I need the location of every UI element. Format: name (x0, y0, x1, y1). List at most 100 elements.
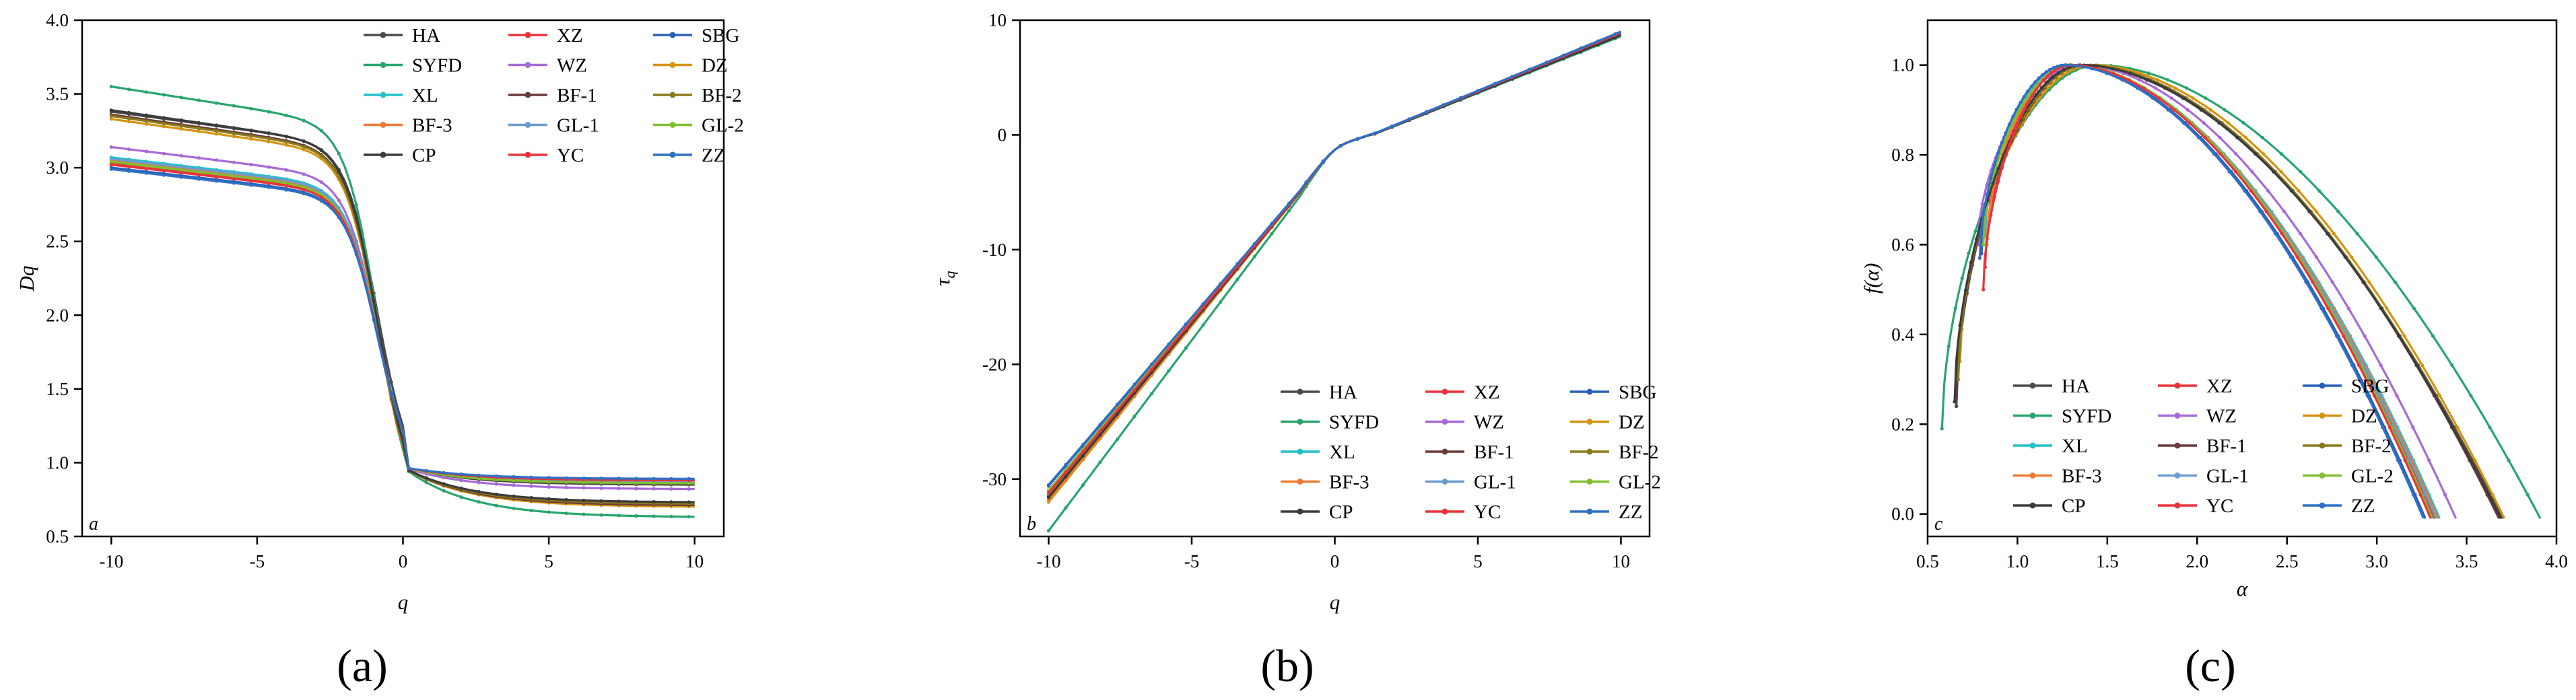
series-point-zz (109, 167, 113, 171)
series-point-syfd (1098, 460, 1102, 464)
series-point-yc (2372, 394, 2376, 398)
legend-label-bf-2: BF-2 (2351, 435, 2392, 457)
legend-marker-xz (524, 32, 531, 38)
series-point-syfd (109, 85, 113, 89)
series-point-wz (2169, 96, 2173, 100)
series-point-cp (1958, 324, 1962, 328)
series-point-wz (2314, 255, 2318, 259)
series-point-zz (2365, 394, 2369, 398)
series-point-zz (1977, 256, 1981, 260)
series-point-wz (2234, 152, 2238, 156)
series-point-gl-2 (2027, 92, 2031, 96)
legend-label-bf-2: BF-2 (1619, 442, 1659, 463)
legend-marker-bf-2 (669, 92, 676, 98)
series-point-syfd (1184, 346, 1188, 350)
series-point-cp (2272, 170, 2276, 174)
series-point-bf-2 (302, 145, 306, 149)
series-point-bf-3 (1988, 202, 1992, 206)
series-point-zz (2411, 493, 2415, 497)
legend-marker-bf-2 (1586, 448, 1593, 455)
series-point-gl-2 (179, 168, 183, 172)
series-point-cp (214, 123, 218, 127)
panel-letter: a (89, 514, 98, 534)
series-point-yc (2019, 114, 2023, 118)
series-point-syfd (1235, 277, 1240, 281)
legend-label-xl: XL (2062, 435, 2088, 457)
series-point-cp (599, 499, 603, 503)
series-point-zz (582, 476, 586, 481)
series-point-gl-2 (564, 480, 568, 484)
x-tick-label: -10 (1037, 551, 1061, 571)
series-point-gl-2 (2016, 111, 2020, 115)
y-axis-title: f(α) (1860, 263, 1883, 294)
series-point-syfd (1081, 483, 1085, 487)
series-point-yc (127, 165, 131, 169)
series-point-syfd (547, 510, 551, 514)
series-point-zz (389, 392, 393, 396)
series-point-cp (179, 118, 183, 123)
series-point-cp (2035, 92, 2039, 96)
x-tick-label: 2.5 (2276, 551, 2299, 571)
legend-label-xz: XZ (557, 25, 583, 46)
legend-label-wz: WZ (557, 55, 587, 77)
series-point-syfd (1132, 415, 1137, 419)
series-point-syfd (2299, 170, 2303, 174)
legend-label-xl: XL (412, 85, 438, 106)
series-point-gl-2 (547, 480, 551, 484)
series-point-bf-2 (284, 140, 288, 144)
series-point-syfd (687, 515, 691, 519)
series-point-cp (669, 500, 673, 504)
series-point-wz (2137, 78, 2142, 82)
series-point-cp (2110, 67, 2114, 71)
series-point-zz (2000, 141, 2004, 145)
series-point-syfd (1167, 369, 1171, 373)
legend-marker-gl-1 (2174, 473, 2181, 479)
series-point-cp (494, 492, 498, 496)
series-point-cp (2092, 64, 2096, 68)
series-point-bf-2 (214, 129, 218, 133)
series-point-yc (2311, 280, 2315, 284)
series-point-wz (599, 486, 603, 491)
series-point-syfd (179, 96, 183, 100)
legend-marker-syfd (1297, 419, 1303, 425)
series-point-zz (2004, 131, 2008, 135)
series-point-syfd (1218, 300, 1223, 304)
series-point-wz (1985, 183, 1989, 187)
series-point-yc (162, 169, 166, 173)
series-point-wz (652, 487, 656, 491)
series-point-wz (477, 481, 481, 485)
series-point-cp (2486, 493, 2491, 497)
series-point-gl-1 (2424, 493, 2428, 497)
series-point-wz (302, 172, 306, 176)
series-point-zz (2063, 63, 2067, 67)
series-point-cp (109, 108, 113, 112)
x-tick-label: -5 (1184, 551, 1200, 571)
series-point-yc (2126, 78, 2130, 82)
series-point-wz (2202, 121, 2206, 125)
series-point-cp (2397, 334, 2401, 338)
x-tick-label: 0.5 (1916, 551, 1939, 571)
series-point-wz (319, 180, 323, 184)
series-point-zz (599, 477, 603, 481)
series-point-syfd (1953, 306, 1957, 310)
series-point-yc (2342, 334, 2346, 338)
series-point-zz (179, 175, 183, 179)
series-point-dz (2208, 108, 2212, 112)
series-point-yc (2218, 152, 2223, 156)
series-point-zz (2212, 152, 2216, 156)
series-point-syfd (2317, 189, 2321, 193)
series-point-gl-1 (2408, 458, 2412, 462)
series-point-gl-1 (197, 167, 201, 171)
legend-label-syfd: SYFD (2062, 406, 2111, 427)
series-point-bf-2 (319, 153, 323, 158)
series-point-wz (2282, 209, 2286, 213)
series-point-wz (197, 156, 201, 160)
series-point-gl-2 (249, 176, 253, 180)
series-point-yc (2326, 306, 2330, 310)
series-point-zz (1235, 262, 1240, 266)
series-point-yc (2015, 123, 2019, 127)
series-point-bf-2 (232, 131, 236, 135)
legend-label-yc: YC (1474, 501, 1501, 523)
series-point-yc (1081, 450, 1085, 454)
legend-marker-bf-3 (380, 122, 386, 128)
